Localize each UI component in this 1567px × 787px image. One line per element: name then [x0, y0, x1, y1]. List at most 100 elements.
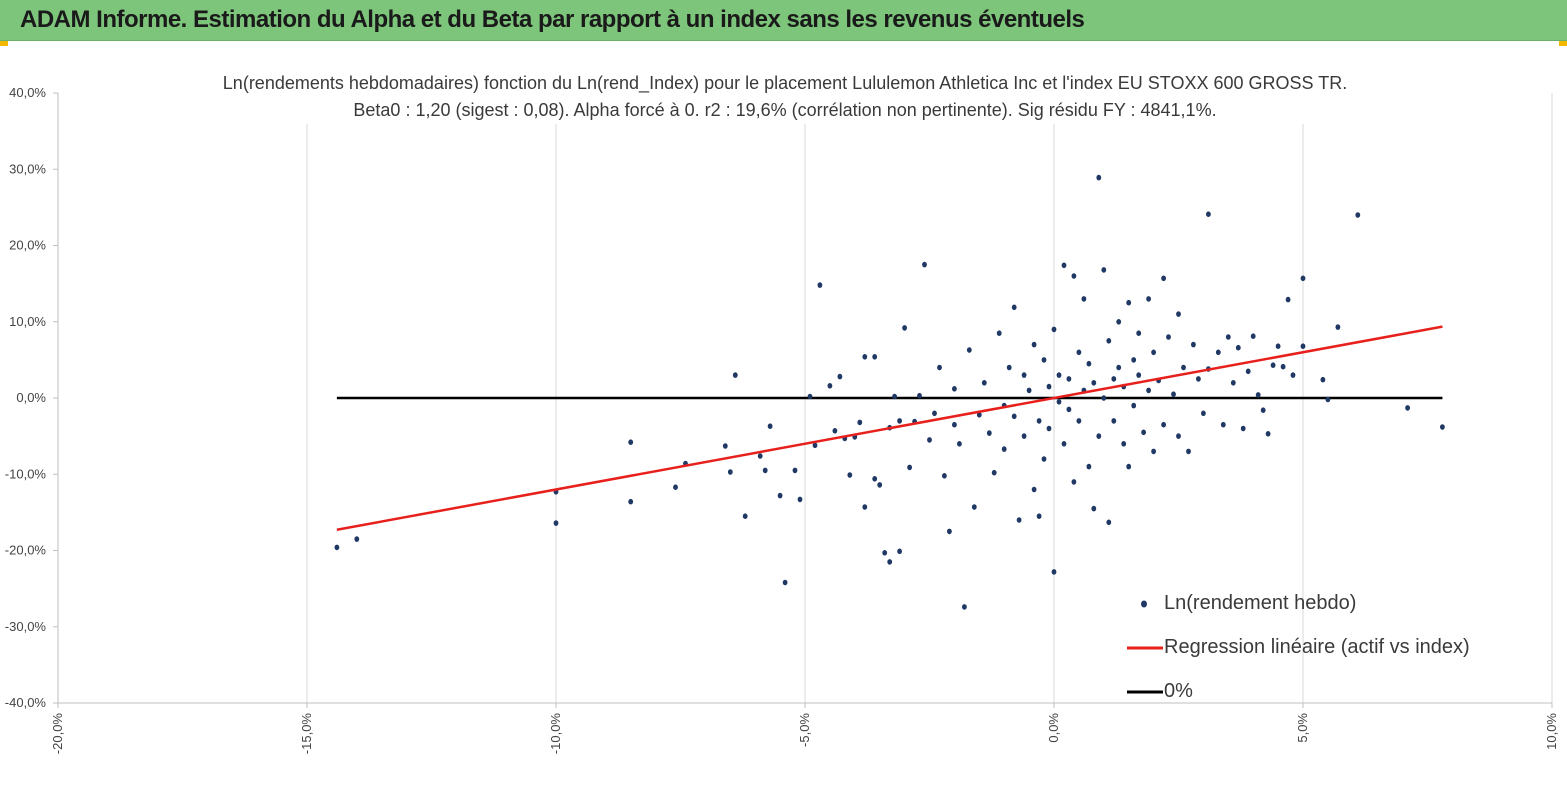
- data-point: [1016, 517, 1022, 523]
- x-tick-labels: -20,0% -15,0% -10,0% -5,0% 0,0% 5,0% 10,0%: [50, 713, 1559, 755]
- data-point: [782, 579, 788, 586]
- data-point: [1011, 413, 1017, 420]
- corner-marker-left: [0, 41, 8, 46]
- legend-label-regression: Regression linéaire (actif vs index): [1164, 636, 1470, 658]
- data-point: [1036, 418, 1042, 424]
- chart-title-line-1: Ln(rendements hebdomadaires) fonction du…: [222, 73, 1348, 93]
- data-point: [1021, 372, 1027, 378]
- data-point: [1086, 360, 1092, 367]
- data-point: [1056, 399, 1062, 405]
- data-point: [942, 473, 947, 479]
- axes: [53, 92, 1553, 708]
- data-point: [907, 464, 912, 471]
- x-tick-label: 0,0%: [1046, 713, 1061, 743]
- regression-layer: [336, 325, 1443, 531]
- data-point: [1290, 372, 1296, 378]
- data-point: [628, 439, 634, 446]
- data-point: [986, 430, 992, 436]
- data-point: [817, 282, 823, 288]
- data-point: [1051, 326, 1057, 333]
- data-point: [1196, 376, 1201, 382]
- y-tick-labels: 40,0% 30,0% 20,0% 10,0% 0,0% -10,0% -20,0% -30,…: [5, 85, 47, 710]
- x-tick-label: -5,0%: [797, 713, 812, 747]
- data-point: [902, 325, 907, 331]
- data-point: [932, 410, 937, 417]
- data-point: [777, 492, 783, 499]
- data-point: [1270, 362, 1276, 369]
- data-point: [1141, 429, 1146, 436]
- data-point: [1126, 463, 1132, 470]
- legend-item-regression: Regression linéaire (actif vs index): [1125, 632, 1470, 676]
- data-point: [797, 496, 803, 503]
- data-point: [1171, 391, 1176, 398]
- chart-title-line-2: Beta0 : 1,20 (sigest : 0,08). Alpha forc…: [353, 100, 1217, 120]
- data-point: [1136, 330, 1142, 337]
- y-tick-label: -40,0%: [5, 695, 47, 710]
- legend-item-zero: 0%: [1125, 676, 1465, 720]
- data-point: [1031, 486, 1037, 493]
- data-point: [897, 418, 902, 424]
- data-point: [1116, 319, 1122, 325]
- data-point: [872, 354, 878, 360]
- data-point: [1300, 275, 1306, 282]
- data-point: [827, 383, 833, 389]
- data-point: [1146, 387, 1151, 394]
- data-point: [1091, 505, 1097, 512]
- data-point: [1285, 296, 1291, 303]
- data-point: [1086, 463, 1092, 470]
- data-point: [1071, 479, 1077, 485]
- data-point: [847, 472, 853, 478]
- data-point: [1225, 334, 1231, 340]
- data-point: [1041, 456, 1047, 462]
- chart-legend: Ln(rendement hebdo) Regression linéaire …: [1125, 588, 1470, 720]
- data-point: [1230, 380, 1236, 386]
- y-tick-label: -10,0%: [5, 466, 47, 481]
- data-point: [1106, 519, 1112, 526]
- data-point: [991, 469, 997, 476]
- data-point: [1405, 405, 1410, 411]
- data-point: [1265, 431, 1271, 437]
- data-point: [1320, 376, 1326, 383]
- data-point: [1041, 357, 1047, 363]
- data-point: [792, 467, 798, 474]
- y-tick-label: 0,0%: [16, 390, 46, 405]
- data-point: [1061, 441, 1067, 447]
- data-point: [1280, 363, 1286, 370]
- data-point: [1176, 311, 1181, 317]
- x-tick-label: -10,0%: [548, 713, 563, 755]
- legend-item-points: Ln(rendement hebdo): [1125, 588, 1465, 632]
- data-point: [1111, 376, 1117, 382]
- data-point: [1116, 364, 1122, 371]
- data-point: [1066, 406, 1072, 413]
- data-point: [1001, 446, 1007, 452]
- corner-marker-right: [1559, 41, 1567, 46]
- data-point: [1031, 341, 1037, 348]
- data-point: [762, 467, 768, 474]
- report-title: ADAM Informe. Estimation du Alpha et du …: [20, 6, 1085, 33]
- data-point: [1011, 304, 1017, 311]
- data-point: [897, 548, 902, 555]
- data-point: [1096, 174, 1102, 181]
- data-point: [1121, 441, 1127, 447]
- data-point: [1046, 425, 1052, 432]
- data-point: [334, 544, 340, 551]
- data-point: [1111, 418, 1117, 424]
- data-point: [882, 550, 888, 556]
- chart-title: Ln(rendements hebdomadaires) fonction du…: [200, 70, 1370, 124]
- scatter-chart: 40,0% 30,0% 20,0% 10,0% 0,0% -10,0% -20,0% -30,…: [5, 85, 1559, 755]
- data-point: [1235, 344, 1241, 351]
- data-point: [1191, 341, 1196, 348]
- data-point: [837, 373, 843, 380]
- data-point: [917, 392, 922, 399]
- data-point: [1255, 392, 1261, 398]
- data-point: [1131, 402, 1137, 409]
- data-point: [732, 372, 738, 378]
- data-point: [981, 380, 987, 386]
- data-point: [952, 386, 957, 392]
- data-point: [1066, 376, 1072, 382]
- data-point: [1061, 262, 1067, 269]
- data-point: [962, 604, 967, 610]
- data-point: [1240, 425, 1246, 432]
- data-point: [1440, 424, 1445, 430]
- data-point: [553, 520, 559, 526]
